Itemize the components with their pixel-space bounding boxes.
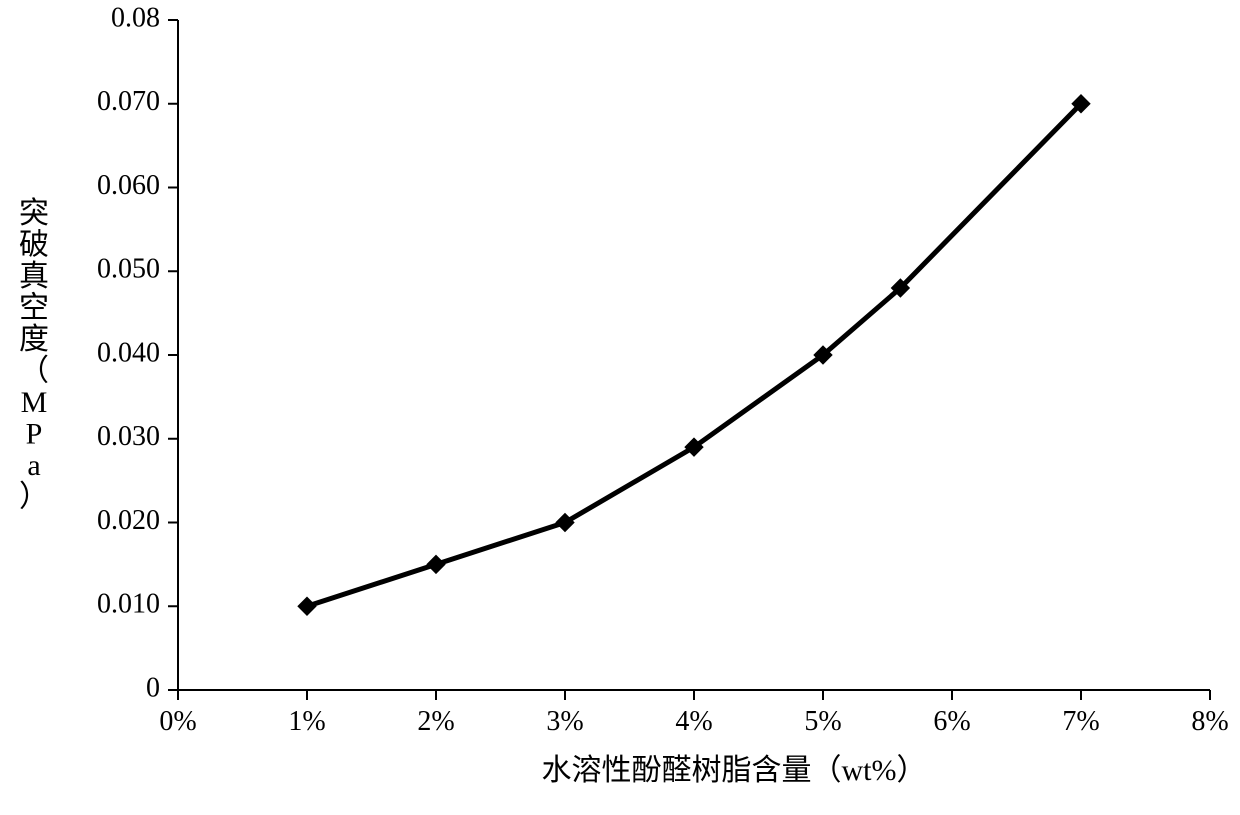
y-tick-label: 0.08 — [111, 2, 160, 33]
x-tick-label: 0% — [159, 706, 196, 737]
y-tick-label: 0.040 — [97, 337, 160, 368]
y-tick-label: 0 — [146, 672, 160, 703]
x-tick-label: 3% — [546, 706, 583, 737]
x-tick-label: 5% — [804, 706, 841, 737]
x-axis-label: 水溶性酚醛树脂含量（wt%） — [542, 754, 927, 787]
svg-text:突: 突 — [19, 197, 49, 230]
svg-text:破: 破 — [19, 229, 49, 262]
y-tick-label: 0.020 — [97, 505, 160, 536]
x-tick-label: 6% — [933, 706, 970, 737]
y-tick-label: 0.030 — [97, 421, 160, 452]
svg-text:）: ） — [19, 481, 49, 514]
svg-text:M: M — [21, 386, 48, 419]
x-tick-label: 1% — [288, 706, 325, 737]
chart-container: 0 0.010 0.020 0.030 0.040 0.050 0.060 0.070 0.08… — [0, 0, 1240, 815]
y-tick-label: 0.010 — [97, 589, 160, 620]
x-tick-label: 7% — [1062, 706, 1099, 737]
line-chart: 0 0.010 0.020 0.030 0.040 0.050 0.060 0.070 0.08… — [0, 0, 1240, 815]
svg-text:空: 空 — [19, 292, 49, 325]
y-tick-label: 0.060 — [97, 170, 160, 201]
svg-text:度: 度 — [19, 323, 49, 356]
svg-text:（: （ — [19, 355, 49, 388]
x-tick-label: 2% — [417, 706, 454, 737]
svg-text:a: a — [27, 449, 40, 482]
x-tick-label: 8% — [1191, 706, 1228, 737]
y-tick-label: 0.070 — [97, 86, 160, 117]
svg-text:P: P — [26, 418, 43, 451]
y-tick-label: 0.050 — [97, 254, 160, 285]
svg-text:真: 真 — [19, 260, 49, 293]
x-tick-label: 4% — [675, 706, 712, 737]
